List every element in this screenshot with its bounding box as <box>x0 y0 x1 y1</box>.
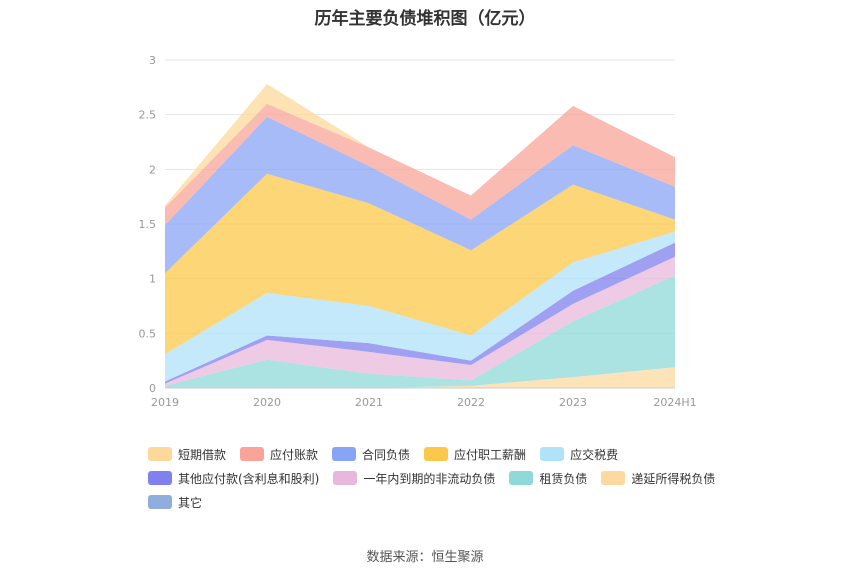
legend-label: 应交税费 <box>570 447 619 462</box>
legend-swatch <box>148 471 172 485</box>
x-tick-label: 2021 <box>355 396 383 409</box>
legend-item[interactable]: 递延所得税负债 <box>601 469 715 487</box>
legend-item[interactable]: 租赁负债 <box>509 469 587 487</box>
legend-label: 合同负债 <box>362 447 411 462</box>
legend-item[interactable]: 应交税费 <box>540 445 618 463</box>
legend-label: 短期借款 <box>178 447 227 462</box>
legend-item[interactable]: 一年内到期的非流动负债 <box>333 469 495 487</box>
area-series-一年内到期的非流动负债 <box>165 256 675 386</box>
x-tick-label: 2020 <box>253 396 281 409</box>
area-series-应付职工薪酬 <box>165 173 675 355</box>
legend-label: 其他应付款(含利息和股利) <box>178 471 320 486</box>
legend-swatch <box>424 447 449 461</box>
legend-item[interactable]: 应付账款 <box>240 445 318 463</box>
x-tick-label: 2019 <box>151 396 179 409</box>
legend-swatch <box>148 495 172 509</box>
chart-title: 历年主要负债堆积图（亿元） <box>314 9 536 29</box>
area-series-租赁负债 <box>165 275 675 388</box>
legend-item[interactable]: 短期借款 <box>148 445 226 463</box>
area-series <box>165 84 675 388</box>
legend-label: 递延所得税负债 <box>631 471 716 486</box>
legend-label: 应付职工薪酬 <box>454 447 527 462</box>
legend-label: 租赁负债 <box>539 471 588 486</box>
area-series-递延所得税负债 <box>165 367 675 388</box>
axes: 0 0.5 1 1.5 2 2.5 3 2019 2020 2021 2022 2023 2024H1 <box>139 54 697 409</box>
legend-item[interactable]: 合同负债 <box>332 445 410 463</box>
legend-item[interactable]: 应付职工薪酬 <box>424 445 526 463</box>
chart-legend: 短期借款 应付账款 合同负债 应付职工薪酬 应交税费其他应付款(含利息和股利) 一年内到期… <box>148 445 768 517</box>
legend-swatch <box>509 471 534 485</box>
y-tick-label: 0.5 <box>139 327 157 340</box>
y-tick-label: 0 <box>149 382 156 395</box>
legend-label: 应付账款 <box>270 447 319 462</box>
legend-swatch <box>240 447 265 461</box>
y-tick-label: 1.5 <box>139 218 157 231</box>
x-tick-label: 2023 <box>559 396 587 409</box>
legend-swatch <box>540 447 565 461</box>
x-tick-label: 2024H1 <box>653 396 696 409</box>
y-tick-label: 3 <box>149 54 156 67</box>
y-tick-label: 2.5 <box>139 109 157 122</box>
area-series-合同负债 <box>165 116 675 274</box>
legend-swatch <box>332 447 357 461</box>
legend-label: 一年内到期的非流动负债 <box>363 471 496 486</box>
y-tick-label: 2 <box>149 163 156 176</box>
legend-item[interactable]: 其它 <box>148 493 202 511</box>
stacked-area-chart: 0 0.5 1 1.5 2 2.5 3 2019 2020 2021 2022 2023 2024H1 <box>139 54 697 409</box>
x-tick-label: 2022 <box>457 396 485 409</box>
legend-swatch <box>601 471 626 485</box>
area-series-应付账款 <box>165 103 675 226</box>
legend-label: 其它 <box>178 495 203 510</box>
legend-swatch <box>148 447 172 461</box>
legend-swatch <box>333 471 358 485</box>
y-tick-label: 1 <box>149 273 156 286</box>
area-series-其他应付款(含利息和股利) <box>165 242 675 384</box>
legend-item[interactable]: 其他应付款(含利息和股利) <box>148 469 319 487</box>
data-source: 数据来源：恒生聚源 <box>366 550 484 565</box>
area-series-应交税费 <box>165 231 675 382</box>
